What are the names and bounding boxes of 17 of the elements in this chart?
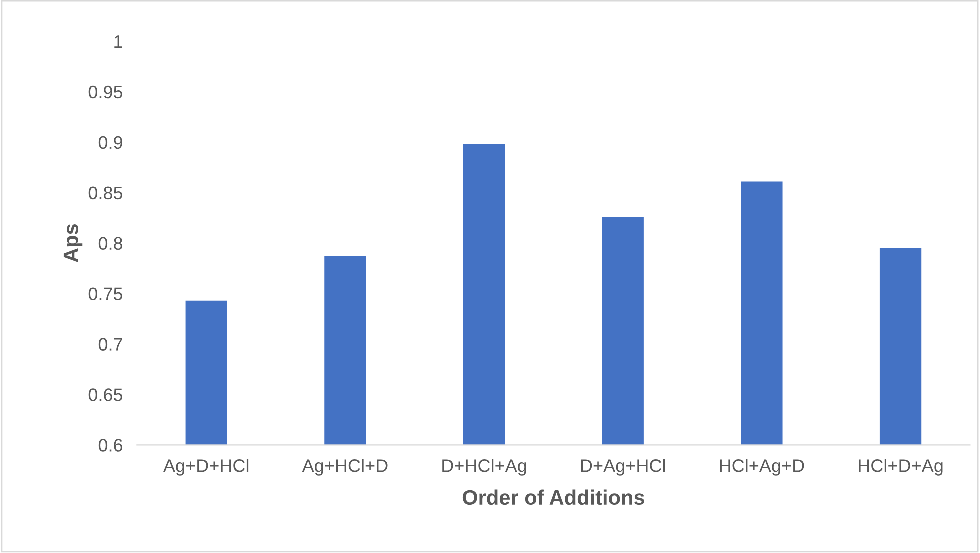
y-tick-label: 1: [114, 36, 122, 48]
y-tick-label: 0.7: [98, 338, 122, 351]
y-tick-label: 0.95: [88, 86, 123, 99]
y-tick-label: 0.75: [88, 288, 123, 300]
y-tick-label: 0.65: [88, 388, 123, 402]
x-tick-label: HCl+Ag+D: [720, 459, 804, 476]
y-axis-title: Aps: [64, 224, 83, 262]
x-tick-label: Ag+HCl+D: [302, 459, 388, 476]
y-tick-label: 0.6: [98, 439, 123, 452]
y-tick-label: 0.85: [88, 186, 123, 200]
x-tick-label: D+HCl+Ag: [442, 459, 526, 476]
x-tick-label: Ag+D+HCl: [164, 459, 249, 476]
x-tick-label: D+Ag+HCl: [581, 459, 666, 476]
y-tick-label: 0.8: [98, 237, 123, 250]
x-tick-label: HCl+D+Ag: [859, 459, 943, 476]
y-tick-label: 0.9: [98, 136, 122, 150]
x-axis-title: Order of Additions: [462, 490, 644, 506]
